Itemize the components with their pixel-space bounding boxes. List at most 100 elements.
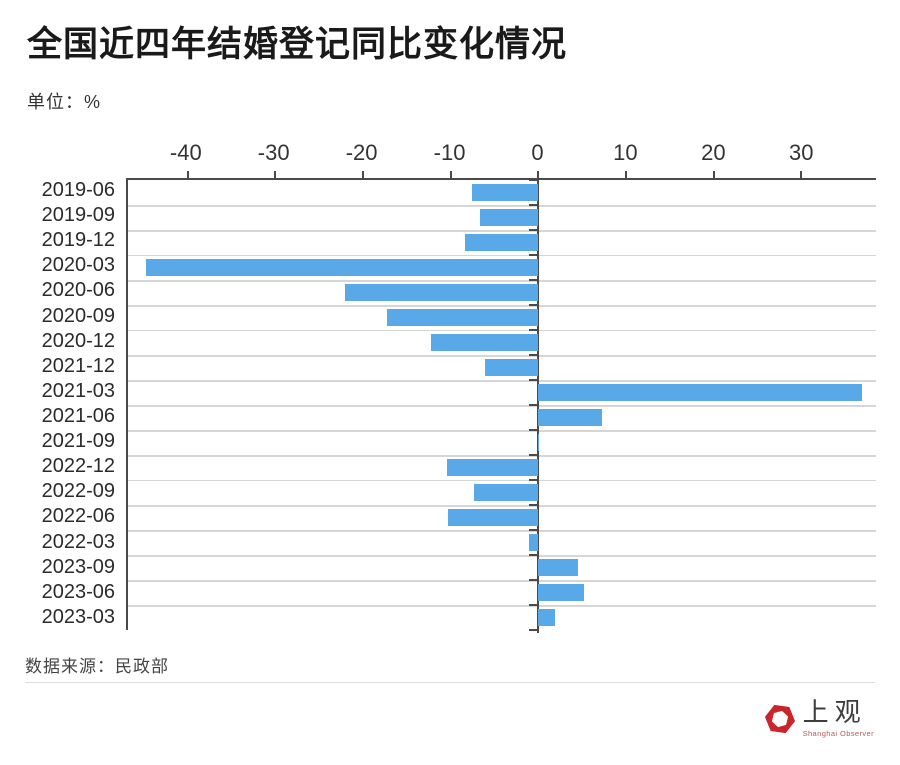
zero-axis-tick bbox=[529, 604, 539, 606]
gridline bbox=[128, 555, 876, 557]
y-category-label: 2021-12 bbox=[41, 354, 115, 377]
y-category-label: 2019-09 bbox=[41, 204, 115, 227]
zero-axis-tick bbox=[529, 629, 539, 631]
zero-axis-tick bbox=[529, 278, 539, 281]
aperture-hexagon-icon bbox=[764, 704, 795, 734]
bar-2021-12 bbox=[484, 359, 539, 376]
bar-2023-06 bbox=[538, 583, 584, 601]
bar-2020-12 bbox=[431, 333, 539, 351]
gridline bbox=[128, 380, 876, 382]
bar-2020-09 bbox=[386, 309, 539, 326]
zero-axis-tick bbox=[529, 203, 539, 206]
y-category-label: 2020-03 bbox=[41, 254, 115, 277]
footer-divider bbox=[25, 682, 875, 683]
logo-subtitle: Shanghai Observer bbox=[802, 729, 874, 738]
y-category-label: 2023-06 bbox=[41, 580, 115, 603]
gridline bbox=[128, 430, 876, 432]
gridline bbox=[128, 355, 876, 357]
x-tick-label: 30 bbox=[789, 140, 814, 165]
x-axis-tick bbox=[362, 171, 364, 178]
zero-axis-tick bbox=[529, 378, 539, 381]
y-category-label: 2021-03 bbox=[41, 379, 115, 402]
zero-axis-tick bbox=[529, 228, 539, 231]
zero-axis-tick bbox=[529, 253, 539, 256]
zero-axis-tick bbox=[529, 529, 539, 531]
y-category-label: 2021-06 bbox=[41, 405, 115, 428]
gridline bbox=[128, 479, 876, 482]
bar-2022-12 bbox=[447, 459, 539, 476]
zero-axis-tick bbox=[529, 504, 539, 506]
zero-axis-tick bbox=[529, 328, 539, 331]
zero-axis-tick bbox=[529, 354, 539, 356]
gridline bbox=[128, 205, 876, 207]
y-category-label: 2019-12 bbox=[41, 229, 115, 252]
gridline bbox=[128, 530, 876, 532]
x-axis-tick bbox=[712, 171, 715, 178]
x-tick-label: -10 bbox=[433, 140, 466, 165]
logo-text-block: 上观 Shanghai Observer bbox=[802, 698, 874, 739]
zero-axis-tick bbox=[529, 304, 539, 306]
zero-axis-tick bbox=[529, 578, 539, 581]
x-axis-tick bbox=[537, 171, 540, 178]
x-axis-tick bbox=[800, 171, 803, 178]
logo-mark-inner bbox=[771, 710, 788, 728]
bar-2019-12 bbox=[464, 233, 539, 251]
shanghai-observer-logo: 上观 Shanghai Observer bbox=[764, 700, 874, 738]
zero-axis-tick bbox=[529, 554, 539, 556]
logo-name: 上观 bbox=[802, 698, 867, 727]
x-tick-label: -40 bbox=[169, 140, 202, 165]
bar-2021-06 bbox=[538, 409, 603, 426]
zero-axis-line bbox=[537, 180, 540, 633]
y-category-label: 2023-09 bbox=[41, 555, 115, 578]
zero-axis-tick bbox=[529, 478, 539, 481]
x-tick-label: -30 bbox=[257, 140, 290, 165]
y-category-label: 2022-06 bbox=[41, 505, 115, 528]
bar-2023-03 bbox=[538, 609, 556, 626]
bar-2019-09 bbox=[479, 208, 539, 226]
gridline bbox=[128, 405, 876, 407]
gridline bbox=[128, 605, 876, 607]
y-category-label: 2020-09 bbox=[41, 304, 115, 327]
bar-2022-06 bbox=[448, 509, 539, 526]
zero-axis-tick bbox=[529, 404, 539, 406]
x-axis-tick bbox=[274, 171, 277, 178]
bar-2022-09 bbox=[473, 483, 539, 501]
bar-2022-03 bbox=[528, 534, 539, 551]
gridline bbox=[128, 505, 876, 507]
x-tick-label: 10 bbox=[613, 140, 638, 165]
unit-label: 单位：% bbox=[27, 92, 102, 112]
x-axis-tick bbox=[625, 171, 628, 178]
y-category-label: 2022-03 bbox=[41, 530, 115, 553]
gridline bbox=[128, 455, 876, 457]
source-note: 数据来源：民政部 bbox=[25, 657, 169, 676]
y-category-label: 2019-06 bbox=[41, 179, 115, 202]
gridline bbox=[128, 230, 876, 232]
x-tick-label: 0 bbox=[531, 140, 544, 165]
gridline bbox=[128, 580, 876, 582]
gridline bbox=[128, 305, 876, 307]
y-category-label: 2023-03 bbox=[41, 605, 115, 628]
x-axis-tick bbox=[449, 171, 452, 178]
bar-2020-06 bbox=[345, 283, 539, 301]
bar-2021-03 bbox=[538, 383, 862, 401]
zero-axis-tick bbox=[529, 429, 539, 431]
y-category-label: 2020-12 bbox=[41, 329, 115, 352]
zero-axis-tick bbox=[529, 179, 539, 181]
y-category-label: 2022-09 bbox=[41, 480, 115, 503]
bar-2023-09 bbox=[538, 559, 578, 576]
bar-2021-09 bbox=[537, 434, 539, 451]
x-axis-tick bbox=[186, 171, 189, 178]
y-axis-category-labels: 2019-06 2019-09 2019-12 2020-03 2020-06 2020-… bbox=[0, 178, 115, 630]
plot-area bbox=[126, 171, 876, 633]
bar-2019-06 bbox=[471, 184, 539, 201]
gridline bbox=[128, 254, 876, 257]
chart-title: 全国近四年结婚登记同比变化情况 bbox=[27, 25, 568, 64]
y-category-label: 2020-06 bbox=[41, 279, 115, 302]
x-tick-label: 20 bbox=[701, 140, 726, 165]
gridline bbox=[128, 329, 876, 332]
y-category-label: 2022-12 bbox=[41, 455, 115, 478]
zero-axis-tick bbox=[529, 454, 539, 456]
bar-2020-03 bbox=[146, 258, 539, 276]
y-category-label: 2021-09 bbox=[41, 430, 115, 453]
